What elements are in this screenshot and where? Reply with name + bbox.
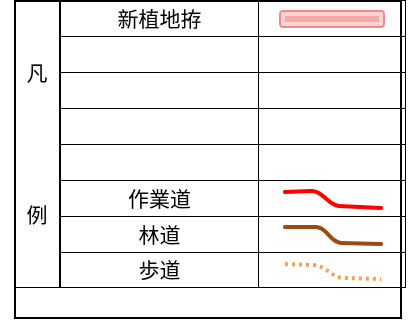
legend-label-empty-1 xyxy=(59,36,259,73)
legend-symbol-empty-1 xyxy=(258,36,406,73)
legend-symbol-empty-4 xyxy=(258,144,406,181)
legend-label-empty-2 xyxy=(59,72,259,109)
legend-label-footpath: 歩道 xyxy=(59,252,259,288)
legend-heading-char-1: 凡 xyxy=(26,61,48,86)
legend-table: 凡 例 新植地拵 作業道 林道 xyxy=(14,0,406,288)
legend-symbol-empty-3 xyxy=(258,108,406,145)
legend-symbol-forest-road xyxy=(258,216,406,253)
legend-symbol-empty-2 xyxy=(258,72,406,109)
brown-road-icon xyxy=(283,224,383,246)
legend-symbol-work-road xyxy=(258,180,406,217)
legend-symbol-new-planting xyxy=(258,0,406,37)
orange-dotted-path-icon xyxy=(284,262,382,281)
legend-label-empty-3 xyxy=(59,108,259,145)
legend-label-forest-road: 林道 xyxy=(59,216,259,253)
legend-label-work-road: 作業道 xyxy=(59,180,259,217)
legend-heading-char-2: 例 xyxy=(26,204,48,229)
red-road-icon xyxy=(283,188,383,210)
legend-label-empty-4 xyxy=(59,144,259,181)
legend-heading: 凡 例 xyxy=(14,0,61,288)
pink-band-icon xyxy=(279,9,385,28)
legend-label-new-planting: 新植地拵 xyxy=(59,0,259,37)
legend-symbol-footpath xyxy=(258,252,406,288)
